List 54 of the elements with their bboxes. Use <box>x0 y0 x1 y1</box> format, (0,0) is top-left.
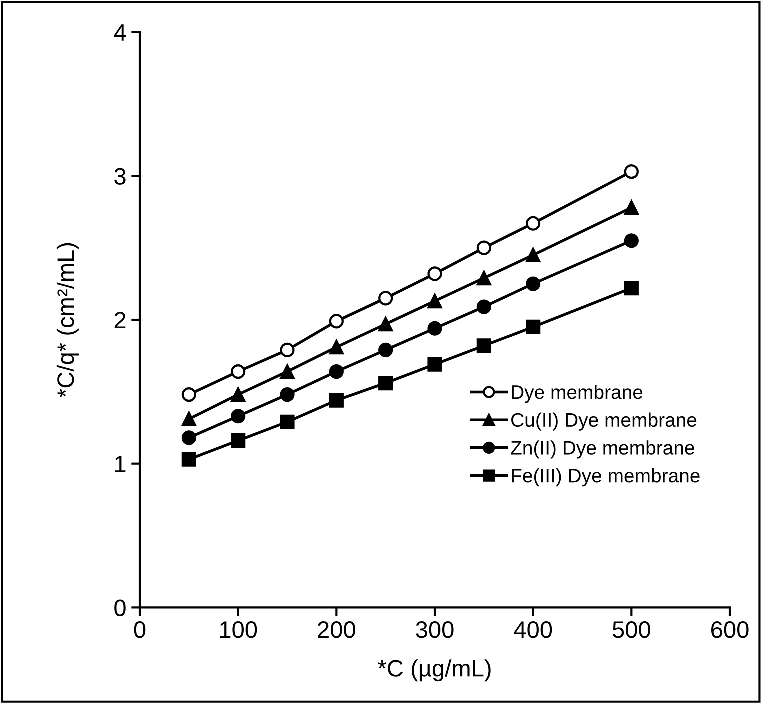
point <box>231 364 246 380</box>
legend-label: Zn(II) Dye membrane <box>511 440 694 459</box>
x-tick-label: 300 <box>416 622 454 638</box>
point <box>378 376 394 391</box>
point <box>182 388 196 402</box>
y-tick-label: 3 <box>114 168 126 185</box>
point <box>182 430 196 446</box>
x-axis-title: *C (µg/mL) <box>378 660 491 682</box>
point <box>624 200 639 216</box>
point <box>280 342 295 358</box>
point <box>428 266 442 282</box>
point <box>280 364 295 380</box>
point <box>428 321 442 336</box>
point <box>624 234 639 248</box>
point <box>231 434 246 448</box>
point <box>329 393 344 408</box>
point <box>378 317 394 332</box>
point <box>182 412 196 427</box>
point <box>329 364 344 380</box>
point <box>280 414 295 430</box>
legend-label: Fe(III) Dye membrane <box>512 468 700 487</box>
point <box>624 164 639 180</box>
point <box>526 276 541 292</box>
point <box>329 314 344 329</box>
point <box>476 338 492 354</box>
y-tick-label: 4 <box>114 24 126 41</box>
point <box>329 340 344 355</box>
point <box>182 452 196 467</box>
legend-label: Cu(II) Dye membrane <box>512 412 697 431</box>
x-tick-label: 100 <box>220 622 258 638</box>
point <box>476 270 492 286</box>
point <box>231 388 246 402</box>
point <box>280 388 295 402</box>
y-tick-label: 1 <box>115 456 126 472</box>
point <box>624 281 639 296</box>
legend-label: Dye membrane <box>512 384 643 404</box>
point <box>526 248 541 263</box>
y-axis-title: *C/q* (cm²/mL) <box>56 243 79 398</box>
x-tick-label: 400 <box>514 622 552 638</box>
x-tick-label: 600 <box>712 622 749 638</box>
y-tick-label: 0 <box>114 600 126 616</box>
point <box>378 291 394 306</box>
point <box>378 342 394 358</box>
x-tick-label: 200 <box>318 622 356 638</box>
point <box>526 216 541 231</box>
point <box>231 409 246 424</box>
point <box>526 320 541 334</box>
y-tick-label: 2 <box>114 312 126 329</box>
point <box>476 300 492 314</box>
point <box>428 357 442 372</box>
point <box>476 240 492 256</box>
point <box>428 294 442 309</box>
x-tick-label: 500 <box>612 622 650 638</box>
x-tick-label: 0 <box>134 622 146 638</box>
